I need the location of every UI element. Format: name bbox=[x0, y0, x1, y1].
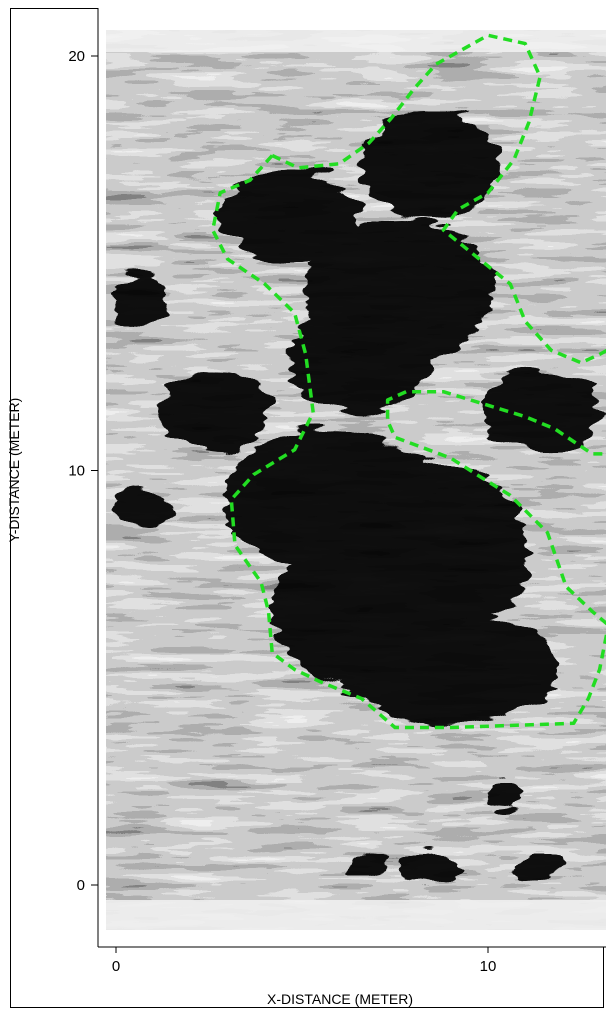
target-outline bbox=[271, 33, 606, 365]
x-tick-label: 10 bbox=[480, 958, 497, 975]
y-tick-label: 20 bbox=[68, 48, 85, 65]
target-outlines bbox=[210, 33, 606, 730]
y-tick-label: 10 bbox=[68, 463, 85, 480]
target-outline bbox=[385, 389, 606, 626]
y-axis-label: Y-DISTANCE (METER) bbox=[6, 397, 22, 543]
y-tick-label: 0 bbox=[77, 877, 85, 894]
heatmap-image bbox=[106, 30, 606, 930]
x-axis-label: X-DISTANCE (METER) bbox=[267, 991, 413, 1007]
target-outline bbox=[210, 154, 606, 730]
axis-ticks: 0 10 0 10 20 bbox=[68, 48, 496, 975]
x-tick-label: 0 bbox=[112, 958, 120, 975]
